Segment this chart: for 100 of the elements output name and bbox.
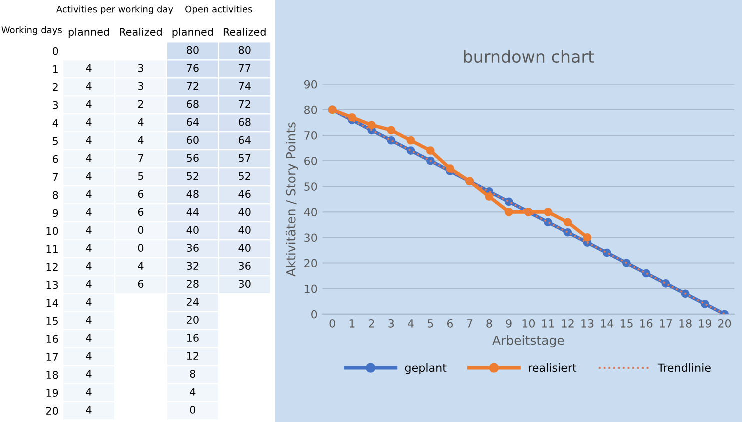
data-label: 6: [138, 280, 144, 288]
y-tick-label: 9: [52, 209, 58, 218]
data-label: 4: [86, 208, 92, 216]
x-tick-label: 8: [486, 319, 492, 328]
y-tick-label: 8: [52, 191, 58, 200]
data-label: 52: [187, 172, 199, 180]
x-tick-label: 19: [699, 319, 712, 328]
x-tick-label: 20: [718, 319, 732, 328]
text: Open activities: [186, 6, 252, 14]
data-label: 6: [138, 208, 144, 216]
data-label: 30: [239, 280, 251, 288]
data-label: 76: [187, 64, 199, 72]
data-label: 4: [86, 352, 92, 360]
data-label: 40: [238, 244, 251, 252]
data-label: 4: [138, 136, 144, 144]
data-label: 28: [187, 280, 199, 288]
y-tick-label: 6: [53, 155, 58, 164]
point: [622, 259, 631, 268]
x-tick-label: 15: [620, 320, 633, 328]
point: [406, 136, 416, 145]
point: [504, 208, 514, 216]
x-tick-label: 14: [601, 320, 614, 328]
y-tick-label: 16: [46, 335, 58, 344]
data-label: 56: [187, 154, 199, 162]
legend-label: geplant: [405, 363, 447, 374]
y-tick-label: 13: [46, 281, 58, 290]
x-tick-label: 13: [582, 319, 594, 328]
data-label: 57: [239, 154, 251, 162]
point: [681, 290, 690, 298]
point: [446, 164, 454, 173]
point: [387, 126, 396, 135]
y-tick-label: 14: [46, 299, 58, 307]
data-label: 4: [86, 298, 92, 306]
data-label: 4: [86, 334, 92, 342]
data-label: 46: [238, 190, 251, 198]
data-label: 72: [187, 82, 199, 90]
data-label: 52: [239, 172, 250, 180]
legend-label: realisiert: [529, 363, 577, 372]
y-tick-label: 7: [53, 173, 58, 182]
y-tick-label: 5: [53, 137, 58, 146]
x-tick-label: Realized: [224, 28, 266, 36]
data-label: 0: [190, 406, 196, 414]
y-tick-label: 3: [53, 101, 58, 110]
data-label: 4: [86, 226, 92, 234]
data-label: 4: [138, 262, 144, 270]
data-label: 72: [239, 100, 250, 108]
y-tick-label: 70: [304, 131, 318, 140]
x-tick-label: 18: [680, 319, 692, 328]
y-tick-label: 10: [304, 284, 318, 294]
y-tick-label: 40: [304, 208, 318, 217]
data-label: 32: [187, 262, 199, 270]
data-label: 60: [187, 136, 199, 144]
x-tick-label: 4: [408, 320, 414, 328]
x-axis-title: Arbeitstage: [492, 336, 564, 348]
y-tick-label: 2: [53, 83, 58, 92]
data-label: 4: [86, 136, 92, 144]
data-label: 0: [138, 226, 144, 234]
y-tick-label: 17: [46, 353, 58, 361]
data-label: 6: [138, 190, 144, 198]
data-label: 68: [238, 118, 251, 126]
data-label: 4: [86, 370, 92, 378]
data-label: 0: [138, 244, 144, 252]
point: [348, 113, 356, 122]
data-label: 4: [86, 280, 92, 288]
x-tick-label: Realized: [120, 28, 162, 36]
x-tick-label: planned: [68, 28, 110, 38]
y-tick-label: 0: [312, 310, 318, 319]
x-tick-label: 3: [388, 319, 394, 328]
point: [564, 218, 572, 227]
y-tick-label: 12: [46, 263, 58, 271]
data-label: 4: [86, 154, 92, 162]
data-label: 4: [86, 244, 92, 252]
y-tick-label: 90: [304, 80, 318, 89]
y-tick-label: 60: [304, 157, 318, 166]
y-tick-label: 10: [46, 227, 58, 236]
x-tick-label: 7: [467, 320, 472, 328]
data-label: 64: [238, 136, 251, 144]
y-axis-title: Working days: [2, 26, 62, 36]
data-label: 3: [138, 82, 144, 90]
data-label: 4: [86, 64, 92, 72]
data-label: 4: [86, 172, 92, 180]
point: [368, 121, 376, 130]
data-label: 4: [86, 406, 92, 414]
x-tick-label: 16: [640, 319, 653, 328]
x-tick-label: planned: [172, 28, 214, 38]
y-tick-label: 80: [304, 106, 318, 114]
data-label: 74: [239, 82, 251, 90]
x-tick-label: 17: [660, 320, 672, 328]
y-tick-label: 19: [46, 389, 58, 398]
data-label: 4: [86, 118, 92, 126]
x-tick-label: 0: [330, 319, 336, 328]
y-axis-title: Aktivitäten / Story Points: [286, 122, 298, 277]
data-label: 48: [186, 190, 199, 198]
data-label: 8: [190, 370, 196, 378]
point: [426, 156, 435, 166]
point: [544, 208, 552, 216]
data-label: 40: [238, 208, 251, 216]
x-tick-label: 1: [350, 320, 355, 328]
data-label: 3: [138, 64, 144, 72]
data-label: 4: [86, 100, 92, 108]
